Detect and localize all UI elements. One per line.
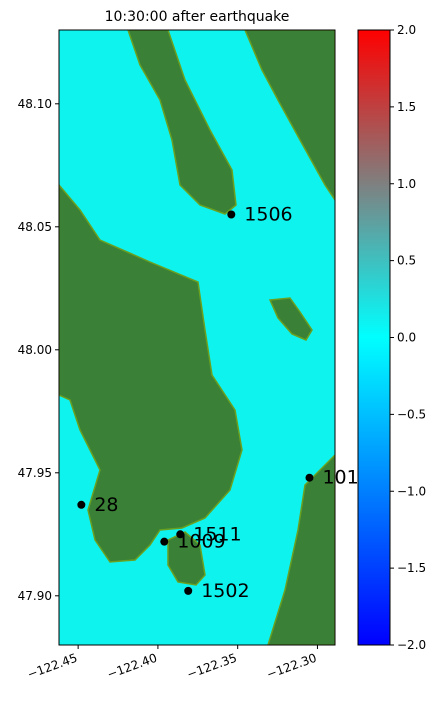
- map: [59, 30, 335, 645]
- colorbar-tick-label: −0.5: [397, 407, 426, 421]
- y-tick-label: 48.05: [18, 220, 52, 234]
- gauge-point: [184, 586, 193, 595]
- colorbar-tick-label: −1.0: [397, 484, 426, 498]
- gauge-label: 1511: [193, 523, 241, 545]
- colorbar: [357, 29, 391, 646]
- gauge-point: [77, 500, 86, 509]
- colorbar-tick-label: 2.0: [397, 23, 416, 37]
- x-tick-label: −122.40: [105, 651, 159, 682]
- y-tick-label: 48.00: [18, 343, 52, 357]
- colorbar-tick-label: −2.0: [397, 638, 426, 652]
- chart-title: 10:30:00 after earthquake: [105, 9, 290, 25]
- x-tick-label: −122.45: [25, 651, 79, 682]
- gauge-point: [160, 537, 169, 546]
- y-tick-label: 47.95: [18, 466, 52, 480]
- colorbar-tick-label: −1.5: [397, 561, 426, 575]
- gauge-label: 101: [322, 467, 358, 489]
- x-tick-label: −122.35: [185, 651, 239, 682]
- gauge-label: 28: [94, 494, 118, 516]
- y-tick-label: 48.10: [18, 97, 52, 111]
- gauge-label: 1506: [244, 204, 292, 226]
- colorbar-tick-label: 1.5: [397, 100, 416, 114]
- y-tick-label: 47.90: [18, 589, 52, 603]
- land: [59, 30, 335, 645]
- colorbar-tick-label: 1.0: [397, 177, 416, 191]
- plot-frame: [58, 29, 336, 646]
- gauge-point: [227, 210, 236, 219]
- x-tick-label: −122.30: [265, 651, 319, 682]
- colorbar-tick-label: 0.5: [397, 254, 416, 268]
- gauge-label: 1502: [201, 580, 249, 602]
- gauge-point: [176, 530, 185, 539]
- colorbar-tick-label: 0.0: [397, 331, 416, 345]
- gauge-point: [305, 473, 314, 482]
- gauge-label: 1009: [177, 531, 225, 553]
